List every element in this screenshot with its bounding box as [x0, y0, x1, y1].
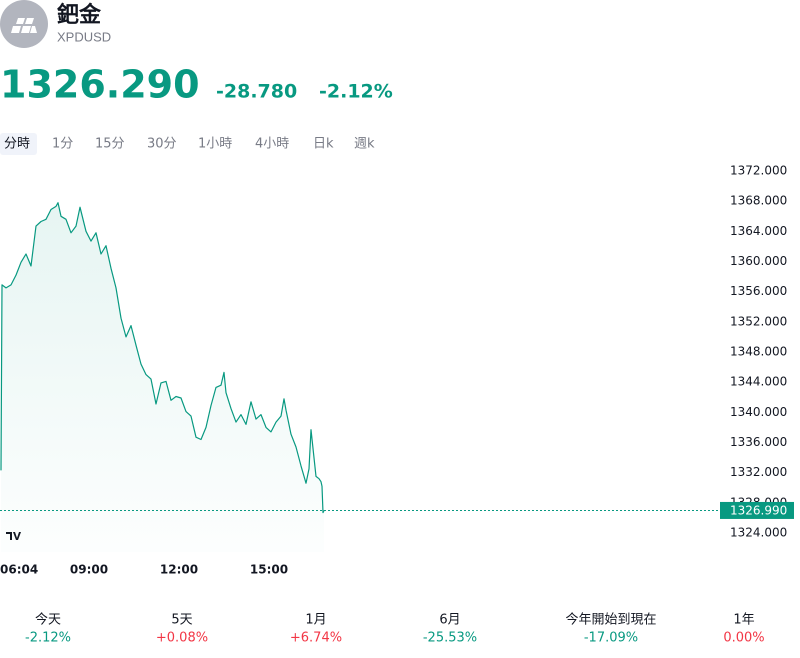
period-change: +0.08% — [156, 631, 208, 646]
last-price-label: 1326.990 — [730, 503, 787, 517]
y-tick-label: 1352.000 — [730, 314, 787, 328]
price: 1326.290 — [0, 63, 200, 107]
tab-label[interactable]: 4小時 — [255, 137, 289, 152]
y-tick-label: 1324.000 — [730, 526, 787, 540]
period-label: 今年開始到現在 — [565, 612, 656, 628]
period-label: 今天 — [35, 612, 61, 628]
tab-label[interactable]: 1小時 — [198, 137, 232, 152]
period-item[interactable]: 1月 +6.74% — [290, 613, 342, 646]
y-tick-label: 1364.000 — [730, 224, 787, 238]
y-tick-label: 1348.000 — [730, 345, 787, 359]
y-tick-label: 1332.000 — [730, 465, 787, 479]
timeframe-tab[interactable]: 4小時 — [255, 137, 289, 152]
price-change-percent: -2.12% — [319, 81, 393, 103]
y-tick-label: 1368.000 — [730, 194, 787, 208]
period-item[interactable]: 今天 -2.12% — [25, 612, 71, 646]
period-label: 1月 — [305, 613, 326, 628]
period-change: 0.00% — [723, 631, 764, 646]
tab-label[interactable]: 15分 — [95, 137, 125, 152]
timeframe-tab[interactable]: 週k — [354, 137, 375, 152]
last-price-badge — [720, 501, 794, 519]
tab-label[interactable]: 30分 — [147, 137, 177, 152]
x-tick-label: 12:00 — [160, 563, 198, 577]
timeframe-tab[interactable]: 1分 — [52, 137, 73, 152]
period-change: +6.74% — [290, 631, 342, 646]
timeframe-tab[interactable]: 1小時 — [198, 137, 232, 152]
period-change: -2.12% — [25, 631, 71, 646]
tab-label[interactable]: 1分 — [52, 137, 73, 152]
timeframe-tab[interactable]: 分時 — [0, 133, 37, 155]
tab-selected-bg — [0, 133, 37, 155]
price-line — [0, 202, 325, 514]
area-fill — [1, 202, 324, 552]
period-label: 6月 — [439, 613, 460, 628]
y-tick-label: 1344.000 — [730, 375, 787, 389]
x-tick-label: 09:00 — [70, 563, 108, 577]
y-tick-label: 1336.000 — [730, 435, 787, 449]
x-tick-label: 06:04 — [0, 563, 38, 577]
y-tick-label: 1372.000 — [730, 164, 787, 178]
period-item[interactable]: 6月 -25.53% — [423, 613, 477, 646]
period-item[interactable]: 1年 0.00% — [723, 613, 764, 646]
symbol-code: XPDUSD — [57, 29, 111, 44]
timeframe-tab[interactable]: 15分 — [95, 137, 125, 152]
price-change: -28.780 — [216, 81, 297, 103]
period-label: 1年 — [733, 613, 754, 628]
period-change: -17.09% — [584, 631, 638, 646]
tab-label[interactable]: 分時 — [4, 137, 30, 152]
symbol-title: 鈀金 — [57, 2, 102, 28]
period-item[interactable]: 今年開始到現在 -17.09% — [565, 612, 656, 646]
y-tick-label: 1360.000 — [730, 254, 787, 268]
period-label: 5天 — [171, 613, 192, 628]
tab-label[interactable]: 週k — [354, 137, 375, 152]
timeframe-tab[interactable]: 30分 — [147, 137, 177, 152]
y-tick-label: 1356.000 — [730, 284, 787, 298]
period-change: -25.53% — [423, 631, 477, 646]
symbol-icon — [0, 0, 48, 48]
timeframe-tab[interactable]: 日k — [313, 137, 334, 152]
tab-label[interactable]: 日k — [313, 137, 334, 152]
x-tick-label: 15:00 — [250, 563, 288, 577]
y-tick-label: 1340.000 — [730, 405, 787, 419]
period-item[interactable]: 5天 +0.08% — [156, 613, 208, 646]
